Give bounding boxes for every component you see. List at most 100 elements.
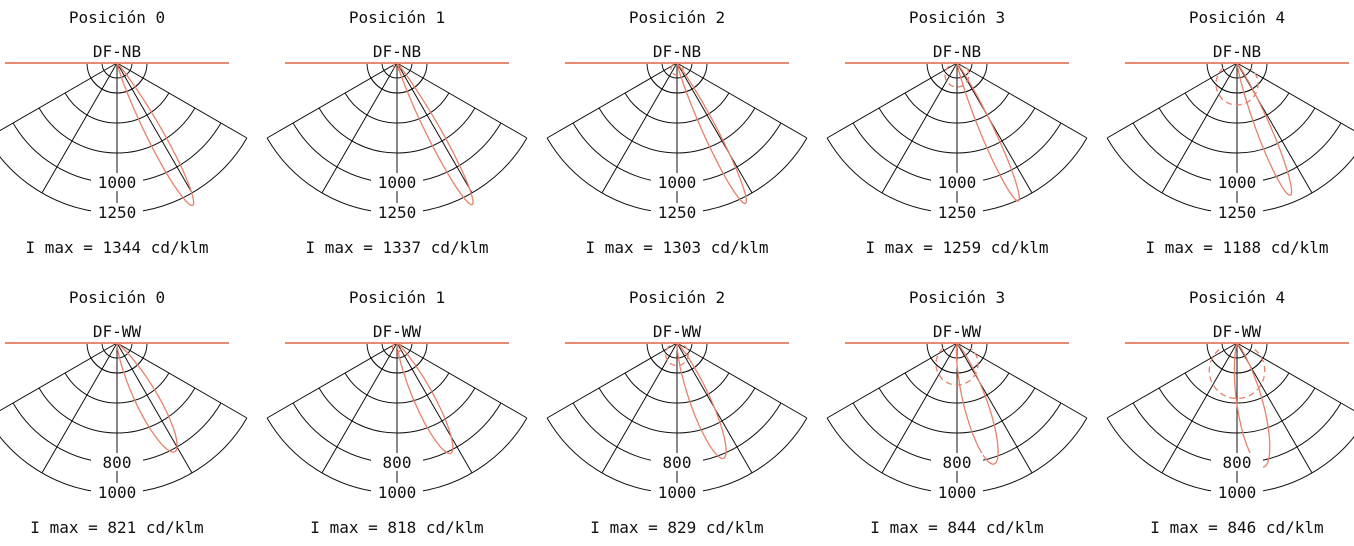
tick-label-bg (651, 173, 703, 191)
grid-spoke (956, 62, 1088, 139)
chart-subtitle: DF-WW (373, 322, 422, 341)
grid-spoke (881, 342, 958, 474)
imax-label: I max = 829 cd/klm (590, 518, 763, 537)
tick-label: 800 (663, 453, 692, 472)
tick-label-bg (371, 203, 423, 221)
chart-subtitle: DF-WW (653, 322, 702, 341)
imax-label: I max = 818 cd/klm (310, 518, 483, 537)
imax-label: I max = 1259 cd/klm (865, 238, 1048, 257)
tick-label-bg (651, 453, 703, 471)
imax-label: I max = 844 cd/klm (870, 518, 1043, 537)
grid-spoke (546, 342, 678, 419)
tick-label: 1000 (1218, 483, 1257, 502)
chart-subtitle: DF-NB (93, 42, 141, 61)
polar-chart-svg: Posición 0 DF-NB 1000 1250 I max = 1344 cd/k… (0, 8, 248, 257)
chart-subtitle: DF-WW (93, 322, 142, 341)
polar-chart: Posición 2 DF-NB 1000 1250 I max = 1303 cd/k… (537, 0, 817, 266)
tick-label: 1000 (938, 173, 977, 192)
chart-title: Posición 3 (909, 8, 1005, 27)
intensity-curve (676, 61, 747, 205)
imax-label: I max = 821 cd/klm (30, 518, 203, 537)
imax-label: I max = 1337 cd/klm (305, 238, 488, 257)
chart-title: Posición 0 (69, 288, 165, 307)
grid-spoke (1106, 342, 1238, 419)
tick-label-bg (91, 483, 143, 501)
grid-spoke (116, 342, 193, 474)
grid-spoke (1236, 62, 1354, 132)
grid-spoke (1236, 342, 1354, 412)
tick-label-bg (1211, 483, 1263, 501)
grid-spoke (266, 62, 398, 139)
grid-spoke (116, 62, 248, 139)
grid-spoke (1161, 62, 1238, 194)
polar-chart-svg: Posición 1 DF-WW 800 1000 I max = 818 cd/klm (266, 288, 528, 537)
tick-label: 1250 (658, 203, 697, 222)
polar-chart-svg: Posición 2 DF-WW 800 1000 I max = 829 cd/klm (546, 288, 808, 537)
polar-chart: Posición 0 DF-WW 800 1000 I max = 821 cd/klm (0, 266, 257, 546)
polar-chart: Posición 1 DF-WW 800 1000 I max = 818 cd/klm (257, 266, 537, 546)
polar-chart-svg: Posición 0 DF-WW 800 1000 I max = 821 cd/klm (0, 288, 248, 537)
grid-spoke (321, 62, 398, 194)
chart-subtitle: DF-NB (653, 42, 701, 61)
secondary-curve (1208, 349, 1266, 400)
tick-label-bg (931, 453, 983, 471)
tick-label: 1000 (938, 483, 977, 502)
imax-label: I max = 1188 cd/klm (1145, 238, 1328, 257)
grid-spoke (676, 342, 808, 419)
grid-spoke (826, 342, 958, 419)
polar-chart-svg: Posición 3 DF-NB 1000 1250 I max = 1259 cd/k… (826, 8, 1088, 257)
intensity-curve (396, 342, 454, 455)
intensity-curve (116, 341, 178, 453)
grid-spoke (956, 342, 1088, 419)
grid-spoke (116, 62, 193, 194)
tick-label-bg (651, 203, 703, 221)
chart-title: Posición 4 (1189, 8, 1285, 27)
grid-spoke (956, 62, 1033, 194)
polar-chart-svg: Posición 3 DF-WW 800 1000 I max = 844 cd/klm (826, 288, 1088, 537)
tick-label-bg (371, 483, 423, 501)
tick-label: 1000 (378, 173, 417, 192)
secondary-curve (391, 343, 403, 353)
imax-label: I max = 846 cd/klm (1150, 518, 1323, 537)
tick-label: 800 (103, 453, 132, 472)
grid-spoke (396, 62, 528, 139)
grid-spoke (601, 62, 678, 194)
tick-label: 1250 (1218, 203, 1257, 222)
chart-title: Posición 3 (909, 288, 1005, 307)
chart-title: Posición 1 (349, 8, 445, 27)
grid-spoke (676, 62, 808, 139)
grid-spoke (1106, 62, 1238, 139)
tick-label-bg (371, 173, 423, 191)
intensity-curve (1233, 342, 1271, 468)
intensity-curve (396, 61, 474, 206)
chart-title: Posición 1 (349, 288, 445, 307)
secondary-curve (670, 63, 684, 76)
polar-chart: Posición 4 DF-WW 800 1000 I max = 846 cd/klm (1097, 266, 1354, 546)
grid-spoke (0, 342, 118, 412)
intensity-curve (955, 342, 999, 465)
tick-label-bg (91, 173, 143, 191)
chart-subtitle: DF-WW (1213, 322, 1262, 341)
chart-title: Posición 4 (1189, 288, 1285, 307)
tick-label: 1250 (938, 203, 977, 222)
tick-label-bg (931, 173, 983, 191)
tick-label-bg (91, 453, 143, 471)
chart-subtitle: DF-NB (373, 42, 421, 61)
polar-chart: Posición 2 DF-WW 800 1000 I max = 829 cd/klm (537, 266, 817, 546)
grid-spoke (0, 62, 118, 132)
tick-label: 1000 (98, 173, 137, 192)
tick-label-bg (1211, 203, 1263, 221)
tick-label-bg (371, 453, 423, 471)
secondary-curve (935, 347, 979, 386)
grid-spoke (956, 342, 1033, 474)
grid-spoke (396, 342, 528, 419)
grid-spoke (116, 342, 248, 419)
grid-spoke (41, 62, 118, 194)
intensity-curve (1236, 62, 1293, 196)
grid-spoke (396, 62, 473, 194)
chart-title: Posición 2 (629, 8, 725, 27)
secondary-curve (392, 63, 402, 71)
grid-spoke (266, 342, 398, 419)
tick-label: 1000 (98, 483, 137, 502)
